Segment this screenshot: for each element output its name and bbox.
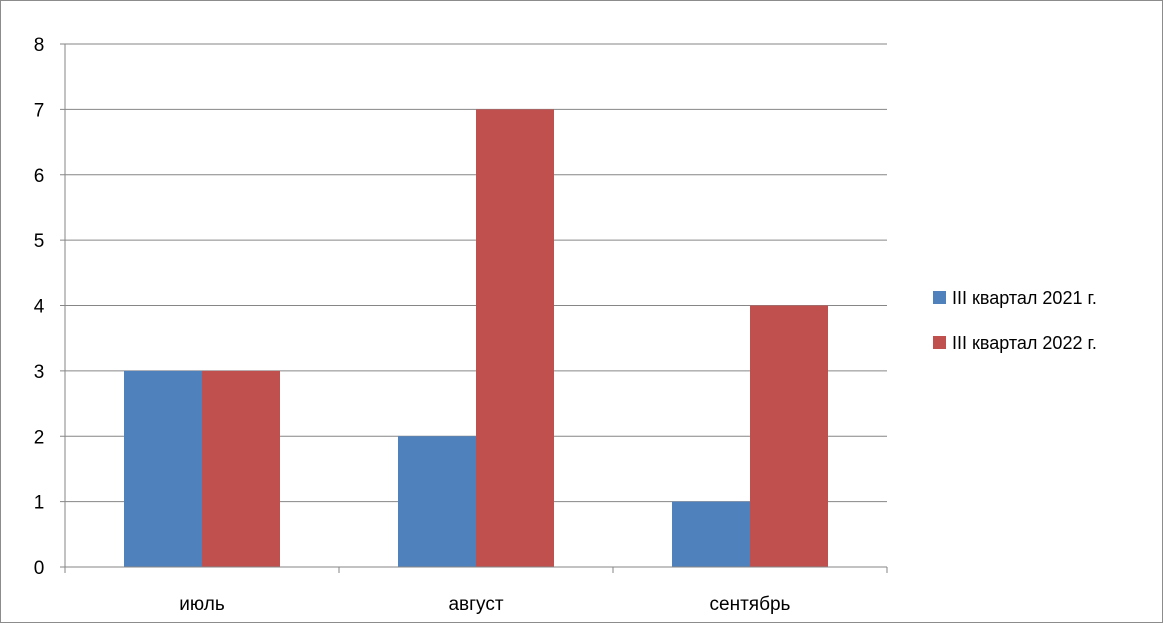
bar-1-2 xyxy=(398,436,476,567)
x-tick-label-1: июль xyxy=(179,594,225,615)
x-tick-labels: июль август сентябрь xyxy=(179,594,790,615)
y-tick-label-8: 8 xyxy=(34,35,45,56)
x-tick-label-2: август xyxy=(448,594,503,615)
y-tick-labels: 0 1 2 3 4 5 6 7 8 xyxy=(34,35,45,579)
legend-swatch-2 xyxy=(933,336,946,349)
bar-2-2 xyxy=(476,109,554,567)
legend-swatch-1 xyxy=(933,291,946,304)
y-tick-label-5: 5 xyxy=(34,231,45,252)
legend-label-1: III квартал 2021 г. xyxy=(952,288,1097,308)
x-tick-label-3: сентябрь xyxy=(710,594,791,615)
y-tick-label-0: 0 xyxy=(34,558,45,579)
y-tick-label-4: 4 xyxy=(34,297,45,318)
bar-2-3 xyxy=(750,305,828,567)
y-tick-label-2: 2 xyxy=(34,427,45,448)
legend: III квартал 2021 г. III квартал 2022 г. xyxy=(933,288,1097,353)
bar-1-3 xyxy=(672,501,750,567)
y-tick-label-6: 6 xyxy=(34,166,45,187)
y-tick-label-1: 1 xyxy=(34,493,45,514)
bar-1-1 xyxy=(124,370,202,567)
y-tick-label-3: 3 xyxy=(34,362,45,383)
bar-2-1 xyxy=(202,370,280,567)
bars xyxy=(124,109,828,567)
y-tick-label-7: 7 xyxy=(34,100,45,121)
axes xyxy=(60,44,888,573)
legend-label-2: III квартал 2022 г. xyxy=(952,333,1097,353)
